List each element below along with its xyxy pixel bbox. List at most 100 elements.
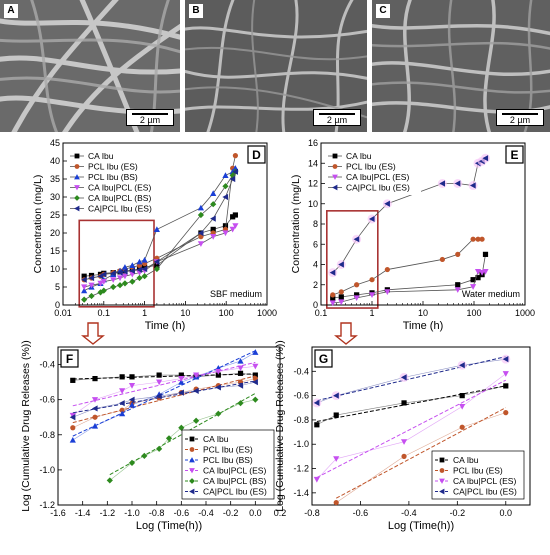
legend-item: CA Ibu|PCL (BS)	[70, 193, 151, 203]
legend-marker	[439, 468, 445, 473]
legend-box	[67, 147, 163, 216]
data-point	[210, 190, 217, 196]
data-point	[210, 215, 216, 222]
series-line	[109, 399, 256, 481]
series-line	[332, 271, 486, 304]
data-point	[503, 410, 509, 416]
panel-label-box	[505, 145, 524, 164]
data-point	[91, 397, 99, 403]
data-point	[459, 424, 465, 430]
data-point	[338, 299, 345, 306]
scale-bar-a: 2 µm	[126, 109, 174, 126]
data-point	[354, 282, 360, 288]
series-pcl-ibu-es	[330, 236, 485, 298]
annotation: SBF medium	[210, 289, 262, 299]
data-point	[482, 155, 489, 162]
data-point	[156, 372, 162, 378]
data-point	[353, 236, 360, 243]
legend-item: PCL Ibu (ES)	[185, 445, 253, 455]
data-point	[110, 283, 117, 291]
y-tick-label: 14	[308, 158, 318, 168]
data-point	[252, 379, 258, 386]
data-point	[237, 365, 244, 372]
data-point	[401, 453, 407, 459]
data-point	[230, 214, 236, 220]
legend-marker	[439, 457, 445, 463]
legend-marker	[332, 184, 338, 191]
data-point	[400, 374, 407, 381]
legend-item: CA Ibu|PCL (ES)	[435, 476, 516, 486]
arrow-shape	[334, 322, 358, 345]
legend-marker	[189, 457, 195, 463]
data-point	[88, 292, 95, 300]
data-point	[154, 262, 160, 268]
data-point	[237, 370, 244, 376]
legend-label: CA Ibu|PCL (ES)	[88, 183, 151, 193]
data-point	[116, 282, 124, 289]
legend-label: PCL Ibu (BS)	[203, 455, 253, 465]
x-tick-label: 1	[142, 308, 147, 318]
data-point	[116, 269, 123, 276]
data-point	[100, 279, 107, 285]
x-tick-label: -1.0	[124, 508, 140, 518]
data-point	[119, 374, 125, 380]
legend-item: CA Ibu|PCL (BS)	[185, 476, 266, 486]
legend-item: PCL Ibu (BS)	[185, 455, 253, 465]
y-tick-label: -1.4	[293, 488, 309, 498]
arrow-d-to-f	[81, 322, 105, 345]
data-point	[81, 296, 88, 303]
data-point	[119, 388, 126, 394]
data-point	[121, 280, 129, 287]
data-point	[197, 211, 205, 219]
legend-marker	[74, 185, 80, 191]
legend-label: CA Ibu|PCL (ES)	[453, 476, 516, 486]
plot-frame	[57, 346, 281, 506]
data-point	[141, 273, 148, 280]
series-ca-ibu-pcl-bs	[81, 168, 239, 303]
legend-item: CA Ibu|PCL (ES)	[328, 172, 409, 182]
legend-label: PCL Ibu (ES)	[453, 466, 503, 476]
data-point	[313, 476, 320, 483]
data-point	[459, 393, 465, 399]
legend-marker	[74, 205, 80, 212]
y-tick-label: 30	[50, 192, 60, 202]
legend-label: CA Ibu	[88, 151, 114, 161]
panel-label-box	[314, 349, 333, 368]
x-tick-label: -0.8	[149, 508, 165, 518]
x-tick-label: 0.01	[54, 308, 72, 318]
data-point	[210, 201, 217, 208]
legend-label: PCL Ibu (ES)	[346, 162, 396, 172]
data-point	[141, 256, 148, 263]
data-point	[222, 193, 229, 201]
panel-label-text: F	[66, 352, 73, 366]
data-point	[97, 289, 104, 296]
data-point	[384, 200, 390, 207]
x-tick-label: -0.2	[450, 508, 466, 518]
panel-label-box	[247, 145, 266, 164]
legend-item: CA|PCL Ibu (ES)	[435, 487, 517, 497]
data-point	[129, 262, 136, 268]
data-point	[475, 236, 481, 242]
x-axis-label: Log (Time(h))	[136, 520, 202, 532]
data-point	[142, 264, 148, 270]
data-point	[141, 265, 148, 273]
data-point	[455, 251, 461, 257]
y-tick-label: -1.0	[39, 465, 55, 475]
data-point	[110, 270, 116, 277]
plot-frame	[62, 142, 268, 306]
data-point	[136, 266, 143, 273]
x-tick-label: -1.6	[50, 508, 66, 518]
data-point	[354, 292, 360, 298]
data-point	[222, 223, 229, 229]
fit-line	[72, 361, 256, 407]
legend-item: CA Ibu	[435, 455, 479, 465]
x-tick-label: -0.6	[174, 508, 190, 518]
legend-marker	[74, 174, 80, 180]
y-tick-label: 12	[308, 179, 318, 189]
data-point	[128, 459, 136, 466]
sem-image-c: C 2 µm	[372, 0, 550, 132]
data-point	[210, 226, 216, 232]
legend-marker	[439, 478, 445, 484]
legend-label: CA|PCL Ibu (ES)	[203, 487, 267, 497]
